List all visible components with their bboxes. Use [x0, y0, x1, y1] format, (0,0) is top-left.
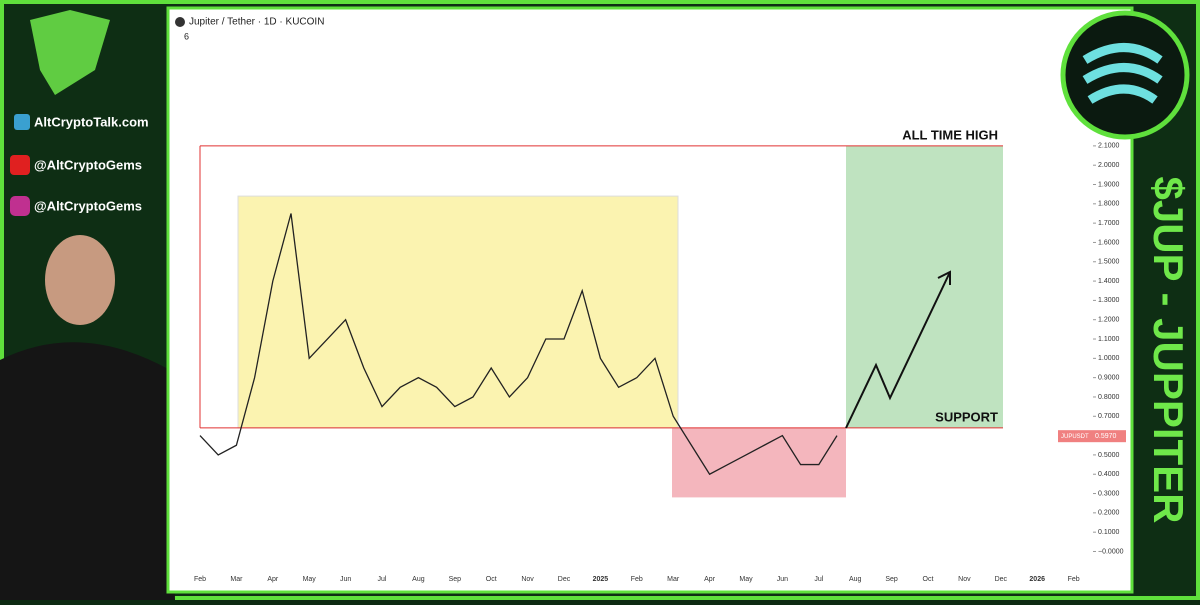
y-tick-label: 1.7000 — [1098, 220, 1120, 227]
x-tick-label: Dec — [558, 576, 571, 583]
y-tick-label: 0.5000 — [1098, 452, 1120, 459]
x-tick-label: Dec — [995, 576, 1008, 583]
price-tag-symbol: JUPUSDT — [1061, 434, 1089, 440]
indicator-count: 6 — [184, 31, 189, 41]
x-tick-label: Feb — [1068, 576, 1080, 583]
y-tick-label: 1.6000 — [1098, 239, 1120, 246]
projection-arrow — [845, 270, 951, 429]
y-tick-label: 2.1000 — [1098, 143, 1120, 150]
x-tick-label: Apr — [704, 576, 716, 583]
y-tick-label: 2.0000 — [1098, 162, 1120, 169]
y-tick-label: 1.3000 — [1098, 297, 1120, 304]
x-tick-label: Mar — [667, 576, 680, 583]
website: AltCryptoTalk.com — [34, 114, 149, 129]
token-logo-mark — [1082, 43, 1163, 104]
y-tick-label: 0.1000 — [1098, 529, 1120, 536]
web-icon — [14, 114, 30, 130]
chart-title: Jupiter / Tether · 1D · KUCOIN — [189, 17, 324, 28]
y-tick-label: 1.9000 — [1098, 181, 1120, 188]
y-tick-label: 0.3000 — [1098, 490, 1120, 497]
y-tick-label: 0.2000 — [1098, 510, 1120, 517]
symbol-icon — [175, 17, 185, 27]
plot: ALL TIME HIGH SUPPORT −0.0000 0.1000 0.2000 0… — [194, 127, 1126, 583]
x-tick-label: Nov — [958, 576, 971, 583]
person-head — [45, 235, 115, 325]
x-tick-label: Apr — [267, 576, 279, 583]
x-tick-label: Sep — [885, 576, 898, 583]
x-tick-label: Aug — [412, 576, 425, 583]
y-tick-label: 1.5000 — [1098, 259, 1120, 266]
person-body — [0, 342, 175, 600]
logo — [30, 10, 110, 95]
y-tick-label: 1.0000 — [1098, 355, 1120, 362]
x-tick-label: Mar — [230, 576, 243, 583]
x-tick-label: Aug — [849, 576, 862, 583]
price-tag-value: 0.5970 — [1095, 433, 1117, 440]
instagram-icon — [10, 196, 30, 216]
y-tick-label: 0.7000 — [1098, 413, 1120, 420]
youtube-icon — [10, 155, 30, 175]
youtube-handle: @AltCryptoGems — [34, 157, 142, 172]
x-tick-label: 2025 — [593, 576, 609, 583]
y-tick-label: 0.9000 — [1098, 374, 1120, 381]
price-tag — [1058, 430, 1126, 443]
x-tick-label: Feb — [194, 576, 206, 583]
x-tick-label: Oct — [486, 576, 497, 583]
x-tick-label: May — [303, 576, 317, 583]
x-tick-label: May — [739, 576, 753, 583]
level-label: SUPPORT — [935, 409, 998, 424]
x-tick-label: 2026 — [1029, 576, 1045, 583]
y-tick-label: 1.1000 — [1098, 336, 1120, 343]
instagram-handle: @AltCryptoGems — [34, 198, 142, 213]
x-tick-label: Feb — [631, 576, 643, 583]
x-tick-label: Jun — [340, 576, 351, 583]
y-tick-label: 1.2000 — [1098, 317, 1120, 324]
x-tick-label: Sep — [449, 576, 462, 583]
level-label: ALL TIME HIGH — [902, 127, 998, 142]
banner: $JUP - JUPPITER — [1145, 176, 1192, 523]
x-tick-label: Jul — [814, 576, 823, 583]
price-line — [199, 213, 838, 476]
y-tick-label: 1.8000 — [1098, 201, 1120, 208]
y-tick-label: 1.4000 — [1098, 278, 1120, 285]
x-tick-label: Jun — [777, 576, 788, 583]
x-tick-label: Nov — [521, 576, 534, 583]
zone — [672, 427, 846, 498]
zone — [237, 195, 679, 429]
zone — [846, 145, 1003, 428]
token-logo — [1060, 10, 1190, 140]
x-tick-label: Oct — [923, 576, 934, 583]
y-tick-label: 0.4000 — [1098, 471, 1120, 478]
y-tick-label: 0.8000 — [1098, 394, 1120, 401]
x-tick-label: Jul — [378, 576, 387, 583]
y-tick-label: −0.0000 — [1098, 548, 1124, 555]
